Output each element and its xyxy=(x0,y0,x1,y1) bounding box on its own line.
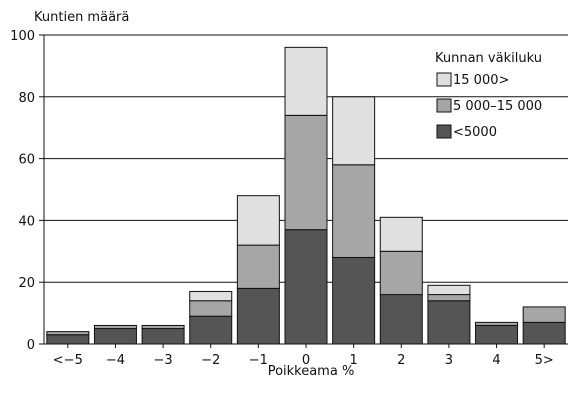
bar-4-series-1 xyxy=(475,321,519,326)
bar-3-series-2 xyxy=(427,284,471,296)
x-tick-label-8: 3 xyxy=(445,353,453,368)
legend-swatch-2 xyxy=(436,124,452,139)
bar-−3-series-1 xyxy=(141,324,185,330)
x-tick-label-10: 5> xyxy=(535,353,554,368)
bar-−2-series-1 xyxy=(189,300,233,317)
bar-<−5-series-0 xyxy=(46,334,90,345)
y-tick-label-20: 20 xyxy=(18,276,35,291)
bar-−4-series-0 xyxy=(93,328,137,345)
axes: 0 20 40 60 80 100 <−5 −4 −3 −2 −1 0 1 2 3 4 5> xyxy=(10,29,568,368)
legend-label-0: 15 000> xyxy=(453,73,509,88)
bar-0-series-0 xyxy=(284,229,328,345)
y-tick-label-80: 80 xyxy=(18,91,35,106)
bar-<−5-series-1 xyxy=(46,331,90,336)
bars xyxy=(46,46,566,345)
bar-−1-series-0 xyxy=(236,287,280,345)
bar-−4-series-1 xyxy=(93,324,137,330)
bar-5>-series-0 xyxy=(522,321,566,345)
bar-1-series-0 xyxy=(332,256,376,345)
bar-−2-series-0 xyxy=(189,315,233,345)
x-tick-label-1: −4 xyxy=(106,353,125,368)
bar-5>-series-1 xyxy=(522,306,566,323)
bar-2-series-0 xyxy=(379,294,423,345)
legend-title: Kunnan väkiluku xyxy=(435,51,542,66)
bar-0-series-2 xyxy=(284,46,328,116)
y-axis-title: Kuntien määrä xyxy=(34,10,129,25)
legend-swatch-1 xyxy=(436,98,452,113)
x-tick-label-4: −1 xyxy=(249,353,268,368)
y-tick-label-0: 0 xyxy=(27,338,35,353)
x-axis-title: Poikkeama % xyxy=(268,364,355,379)
legend-label-2: <5000 xyxy=(453,125,497,140)
bar-−1-series-1 xyxy=(236,244,280,289)
bar-−1-series-2 xyxy=(236,195,280,246)
bar-−2-series-2 xyxy=(189,290,233,302)
bar-2-series-1 xyxy=(379,250,423,296)
x-tick-label-7: 2 xyxy=(397,353,405,368)
bar-0-series-1 xyxy=(284,114,328,231)
y-tick-label-60: 60 xyxy=(18,153,35,168)
bar-4-series-0 xyxy=(475,324,519,345)
legend-label-1: 5 000–15 000 xyxy=(453,99,542,114)
legend-swatch-0 xyxy=(436,72,452,87)
x-tick-label-3: −2 xyxy=(201,353,220,368)
y-tick-label-40: 40 xyxy=(18,214,35,229)
x-tick-label-0: <−5 xyxy=(53,353,83,368)
bar-−3-series-0 xyxy=(141,328,185,345)
y-tick-label-100: 100 xyxy=(10,29,35,44)
bar-3-series-0 xyxy=(427,300,471,345)
x-tick-label-2: −3 xyxy=(154,353,173,368)
bar-2-series-2 xyxy=(379,216,423,252)
bar-1-series-1 xyxy=(332,164,376,258)
bar-3-series-1 xyxy=(427,294,471,302)
x-tick-label-5: 0 xyxy=(302,353,310,368)
x-tick-label-9: 4 xyxy=(492,353,500,368)
x-tick-label-6: 1 xyxy=(349,353,357,368)
legend: Kunnan väkiluku 15 000> 5 000–15 000 <5000 xyxy=(435,51,542,140)
bar-1-series-2 xyxy=(332,96,376,166)
